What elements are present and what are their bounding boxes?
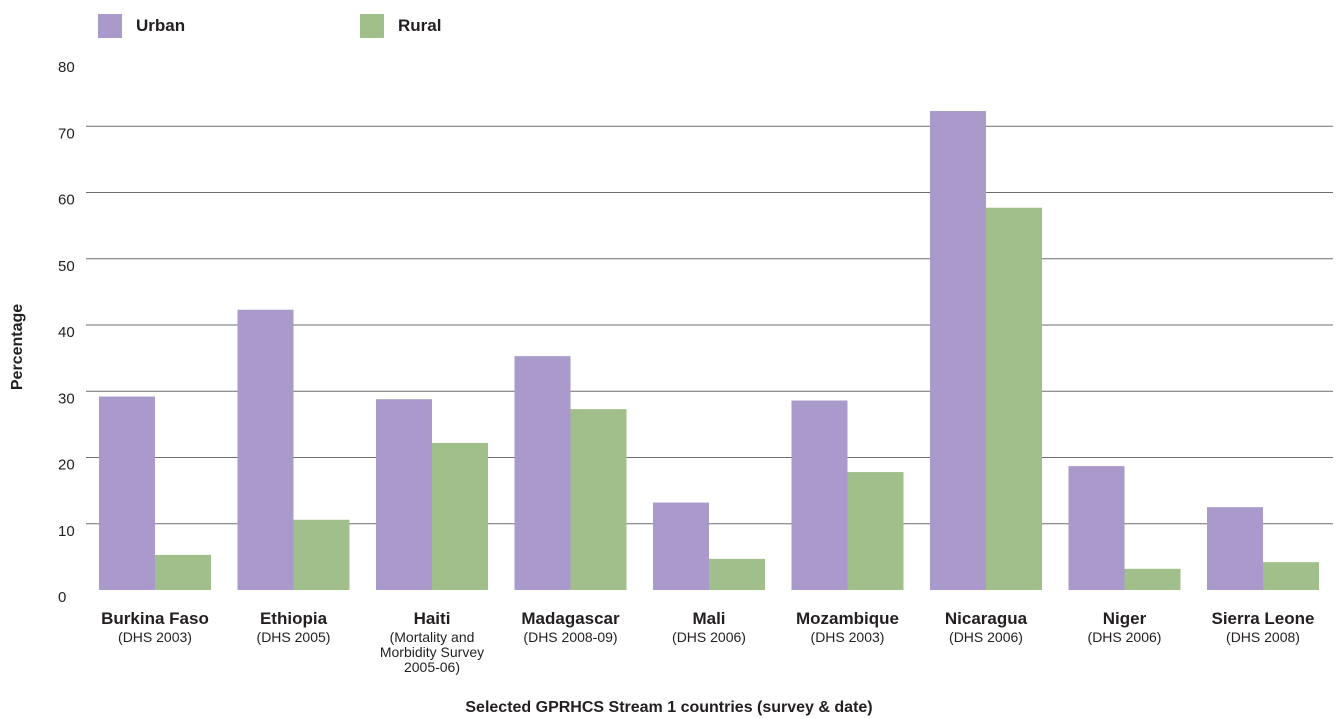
bar-urban-sierra-leone	[1207, 507, 1263, 590]
bar-rural-burkina-faso	[155, 554, 211, 590]
x-category-label: Madagascar	[521, 609, 620, 628]
x-category-sublabel: (DHS 2006)	[1088, 629, 1162, 645]
x-category-label: Mozambique	[796, 609, 899, 628]
x-axis-label: Selected GPRHCS Stream 1 countries (surv…	[465, 699, 872, 716]
x-category-sublabel: (DHS 2006)	[672, 629, 746, 645]
bar-urban-nicaragua	[930, 111, 986, 590]
bar-rural-niger	[1124, 568, 1181, 590]
legend-rural-label: Rural	[398, 16, 442, 35]
legend-rural-swatch	[360, 14, 384, 38]
x-category-sublabel: (DHS 2003)	[811, 629, 885, 645]
y-tick-label: 40	[58, 324, 75, 341]
bar-rural-mozambique	[847, 472, 904, 590]
y-tick-label: 30	[58, 390, 75, 407]
x-category-sublabel: (DHS 2008-09)	[523, 629, 617, 645]
bar-urban-madagascar	[514, 356, 571, 590]
bar-urban-haiti	[376, 399, 432, 590]
x-category-sublabel: (Mortality and	[390, 629, 475, 645]
x-category-sublabel: (DHS 2008)	[1226, 629, 1300, 645]
x-category-label: Burkina Faso	[101, 609, 209, 628]
x-category-label: Sierra Leone	[1212, 609, 1315, 628]
legend-urban-swatch	[98, 14, 122, 38]
x-category-label: Mali	[692, 609, 725, 628]
x-axis-labels: Burkina Faso(DHS 2003)Ethiopia(DHS 2005)…	[101, 609, 1314, 675]
bar-rural-haiti	[432, 442, 488, 590]
x-category-label: Ethiopia	[260, 609, 328, 628]
y-tick-label: 10	[58, 523, 75, 540]
bar-urban-mozambique	[791, 400, 848, 590]
y-axis-label: Percentage	[9, 304, 26, 390]
bar-rural-nicaragua	[986, 207, 1042, 591]
bar-urban-burkina-faso	[99, 396, 155, 590]
x-category-label: Haiti	[414, 609, 451, 628]
x-category-label: Nicaragua	[945, 609, 1028, 628]
bars	[99, 111, 1319, 591]
bar-rural-sierra-leone	[1263, 562, 1319, 590]
x-category-sublabel: (DHS 2005)	[257, 629, 331, 645]
bar-urban-niger	[1068, 466, 1125, 590]
x-category-sublabel: (DHS 2003)	[118, 629, 192, 645]
bar-rural-madagascar	[570, 409, 627, 590]
x-category-label: Niger	[1103, 609, 1147, 628]
y-tick-label: 60	[58, 192, 75, 209]
y-tick-label: 0	[58, 589, 66, 606]
x-category-sublabel: 2005-06)	[404, 659, 460, 675]
legend-urban-label: Urban	[136, 16, 186, 35]
y-tick-label: 70	[58, 125, 75, 142]
x-category-sublabel: (DHS 2006)	[949, 629, 1023, 645]
bar-urban-ethiopia	[237, 309, 294, 590]
x-category-sublabel: Morbidity Survey	[380, 644, 484, 660]
bar-rural-ethiopia	[293, 519, 350, 590]
y-tick-label: 80	[58, 59, 75, 76]
bar-urban-mali	[653, 502, 709, 590]
gridlines	[86, 125, 1333, 525]
y-tick-label: 20	[58, 457, 75, 474]
legend-rural: Rural	[360, 14, 441, 38]
bar-rural-mali	[709, 558, 765, 590]
y-tick-label: 50	[58, 258, 75, 275]
legend-urban: Urban	[98, 14, 185, 38]
y-axis-ticks: 0 10 20 30 40 50 60 70 80	[58, 59, 75, 606]
